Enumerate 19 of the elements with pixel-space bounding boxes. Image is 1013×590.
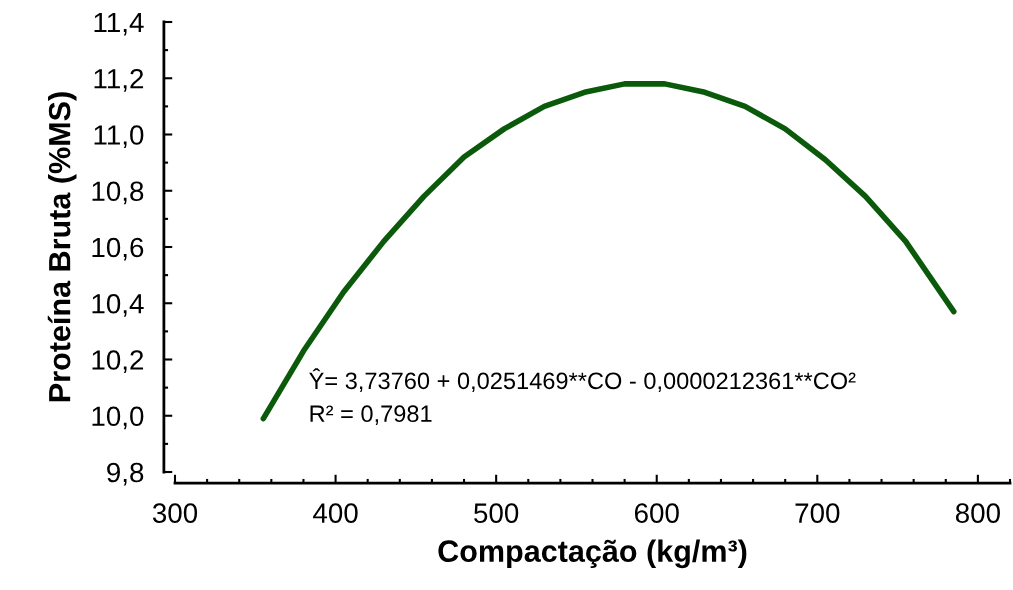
x-tick-label: 700 xyxy=(795,503,840,523)
y-tick-label: 10,2 xyxy=(92,350,144,374)
x-tick-label: 800 xyxy=(955,503,1000,523)
y-tick-label: 10,0 xyxy=(92,406,144,430)
x-tick-label: 500 xyxy=(474,503,519,523)
y-tick-label: 10,6 xyxy=(92,237,144,261)
y-tick-label: 11,4 xyxy=(94,12,144,36)
y-tick-label: 11,0 xyxy=(94,125,144,149)
x-tick-label: 400 xyxy=(313,503,358,523)
y-tick-label: 11,2 xyxy=(94,68,144,92)
y-tick-label: 10,8 xyxy=(92,181,144,205)
x-tick-label: 300 xyxy=(152,503,198,523)
y-tick-label: 9,8 xyxy=(107,462,144,486)
x-axis-title: Compactação (kg/m³) xyxy=(438,539,747,569)
y-axis-title: Proteína Bruta (%MS) xyxy=(47,92,77,402)
annotation: R² = 0,7981 xyxy=(310,405,432,425)
y-tick-label: 10,4 xyxy=(92,293,144,317)
x-tick-label: 600 xyxy=(634,503,679,523)
annotation: Ŷ= 3,73760 + 0,0251469**CO - 0,0000212361**CO² xyxy=(309,368,856,392)
